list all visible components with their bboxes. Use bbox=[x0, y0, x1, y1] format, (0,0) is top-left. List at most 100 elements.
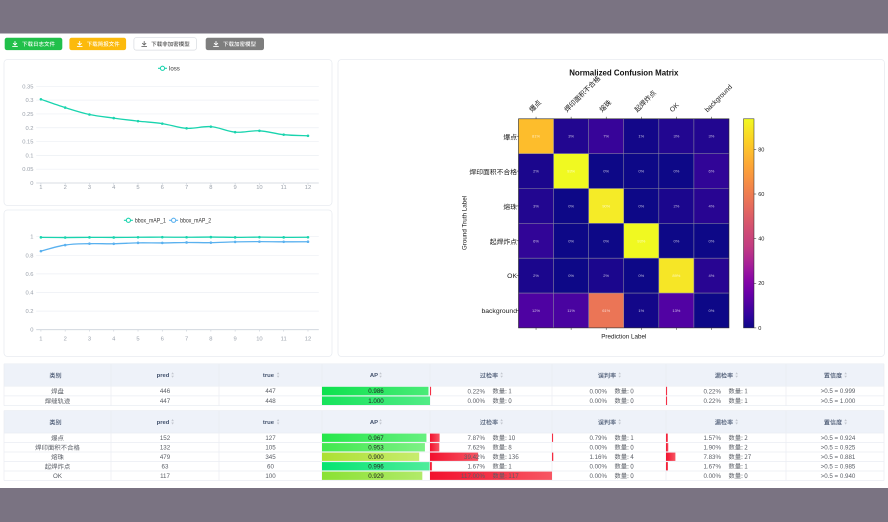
svg-text:0.15: 0.15 bbox=[22, 140, 33, 146]
svg-text:>0.5 = 0.999: >0.5 = 0.999 bbox=[821, 388, 856, 395]
svg-text:12%: 12% bbox=[532, 308, 540, 313]
svg-text:AP: AP bbox=[370, 420, 378, 426]
svg-text:132: 132 bbox=[160, 444, 171, 451]
svg-text:2: 2 bbox=[64, 185, 67, 191]
svg-text:7.87%: 7.87% bbox=[467, 435, 485, 442]
svg-text:117.00%: 117.00% bbox=[461, 473, 485, 480]
svg-text:12: 12 bbox=[305, 337, 311, 343]
svg-text:0.00%: 0.00% bbox=[589, 464, 607, 471]
svg-text:6: 6 bbox=[161, 337, 164, 343]
svg-text:448: 448 bbox=[265, 398, 276, 405]
svg-text:pred: pred bbox=[157, 420, 170, 426]
svg-text:3%: 3% bbox=[533, 203, 539, 208]
svg-text:0.00%: 0.00% bbox=[589, 473, 607, 480]
svg-text:7.62%: 7.62% bbox=[467, 445, 485, 452]
svg-text:93%: 93% bbox=[637, 238, 645, 243]
svg-text:12: 12 bbox=[305, 185, 311, 191]
svg-text:0.25: 0.25 bbox=[22, 112, 33, 118]
svg-text:10: 10 bbox=[256, 337, 262, 343]
svg-text:0: 0 bbox=[758, 326, 761, 332]
svg-text:105: 105 bbox=[265, 444, 276, 451]
svg-text:0.22%: 0.22% bbox=[703, 388, 721, 395]
svg-text:447: 447 bbox=[160, 398, 171, 405]
svg-text:40: 40 bbox=[758, 237, 764, 243]
svg-text:11: 11 bbox=[281, 337, 287, 343]
svg-text:0.986: 0.986 bbox=[368, 388, 384, 395]
svg-text:1%: 1% bbox=[638, 134, 644, 139]
svg-text:>0.5 = 0.924: >0.5 = 0.924 bbox=[821, 435, 856, 442]
svg-text:117: 117 bbox=[160, 473, 170, 480]
svg-text:0%: 0% bbox=[673, 169, 679, 174]
svg-text:0%: 0% bbox=[603, 169, 609, 174]
svg-text:AP: AP bbox=[370, 373, 378, 379]
svg-text:8: 8 bbox=[209, 185, 212, 191]
svg-text:1.67%: 1.67% bbox=[703, 464, 721, 471]
svg-text:0.00%: 0.00% bbox=[589, 398, 607, 405]
svg-text:4%: 4% bbox=[709, 203, 715, 208]
svg-text:>0.5 = 0.985: >0.5 = 0.985 bbox=[821, 463, 856, 470]
svg-text:0.6: 0.6 bbox=[25, 272, 33, 278]
svg-text:0%: 0% bbox=[568, 238, 574, 243]
svg-text:1: 1 bbox=[39, 337, 42, 343]
svg-text:5: 5 bbox=[136, 337, 139, 343]
svg-text:Prediction Label: Prediction Label bbox=[601, 333, 646, 340]
svg-text:7: 7 bbox=[185, 185, 188, 191]
svg-text:background: background bbox=[481, 308, 517, 315]
svg-text:20: 20 bbox=[758, 281, 764, 287]
svg-text:4%: 4% bbox=[709, 273, 715, 278]
svg-text:0%: 0% bbox=[638, 273, 644, 278]
svg-text:bbox_mAP_1: bbox_mAP_1 bbox=[135, 218, 167, 225]
svg-text:2%: 2% bbox=[533, 169, 539, 174]
svg-text:loss: loss bbox=[169, 66, 180, 73]
svg-text:0.00%: 0.00% bbox=[703, 473, 721, 480]
svg-text:0.00%: 0.00% bbox=[589, 445, 607, 452]
svg-text:true: true bbox=[263, 373, 275, 379]
svg-text:7.83%: 7.83% bbox=[703, 454, 721, 461]
svg-text:pred: pred bbox=[157, 373, 170, 379]
svg-text:0.4: 0.4 bbox=[25, 291, 34, 297]
svg-text:OK: OK bbox=[507, 273, 517, 280]
svg-text:0.00%: 0.00% bbox=[467, 398, 485, 405]
svg-text:0.996: 0.996 bbox=[368, 463, 384, 470]
svg-text:0%: 0% bbox=[638, 203, 644, 208]
svg-text:447: 447 bbox=[265, 388, 276, 395]
svg-text:345: 345 bbox=[265, 454, 276, 461]
svg-text:11: 11 bbox=[281, 185, 287, 191]
svg-text:Ground Truth Label: Ground Truth Label bbox=[462, 196, 469, 250]
svg-text:0.22%: 0.22% bbox=[703, 398, 721, 405]
svg-text:39.42%: 39.42% bbox=[464, 454, 485, 461]
svg-text:true: true bbox=[263, 420, 275, 426]
svg-text:0.35: 0.35 bbox=[22, 84, 33, 90]
svg-text:2: 2 bbox=[64, 337, 67, 343]
svg-text:6%: 6% bbox=[533, 238, 539, 243]
svg-text:3%: 3% bbox=[709, 134, 715, 139]
svg-text:>0.5 = 0.925: >0.5 = 0.925 bbox=[821, 444, 856, 451]
svg-text:3: 3 bbox=[88, 185, 91, 191]
svg-text:100: 100 bbox=[265, 473, 276, 480]
svg-text:5: 5 bbox=[136, 185, 139, 191]
svg-text:0%: 0% bbox=[568, 273, 574, 278]
svg-text:60: 60 bbox=[267, 463, 274, 470]
svg-text:1: 1 bbox=[39, 185, 42, 191]
svg-text:0%: 0% bbox=[603, 238, 609, 243]
svg-text:OK: OK bbox=[53, 473, 63, 480]
svg-text:0.79%: 0.79% bbox=[589, 435, 607, 442]
svg-text:1.000: 1.000 bbox=[368, 398, 384, 405]
svg-text:0.953: 0.953 bbox=[368, 444, 384, 451]
svg-text:11%: 11% bbox=[567, 308, 575, 313]
svg-text:0: 0 bbox=[30, 328, 33, 334]
svg-text:>0.5 = 1.000: >0.5 = 1.000 bbox=[821, 398, 856, 405]
svg-text:127: 127 bbox=[265, 435, 276, 442]
svg-text:4: 4 bbox=[112, 185, 116, 191]
svg-text:0%: 0% bbox=[638, 169, 644, 174]
svg-text:80: 80 bbox=[758, 147, 764, 153]
svg-text:1.67%: 1.67% bbox=[467, 464, 485, 471]
svg-text:0%: 0% bbox=[673, 238, 679, 243]
svg-text:60: 60 bbox=[758, 192, 764, 198]
svg-text:>0.5 = 0.881: >0.5 = 0.881 bbox=[821, 454, 856, 461]
svg-text:4: 4 bbox=[112, 337, 116, 343]
svg-text:0.8: 0.8 bbox=[25, 253, 33, 259]
svg-text:7%: 7% bbox=[603, 134, 609, 139]
svg-text:152: 152 bbox=[160, 435, 171, 442]
svg-text:93%: 93% bbox=[567, 169, 575, 174]
